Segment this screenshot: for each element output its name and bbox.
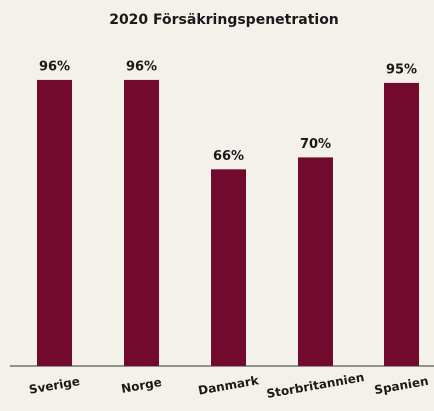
value-label: 95% <box>386 62 417 77</box>
value-label: 96% <box>39 59 70 74</box>
value-label: 66% <box>213 149 244 164</box>
bar <box>124 79 159 367</box>
bar <box>298 157 333 366</box>
value-label: 96% <box>126 59 157 74</box>
bar <box>384 82 419 367</box>
x-tick-label: Sverige <box>28 374 81 397</box>
value-label: 70% <box>300 137 331 152</box>
bar <box>211 169 246 366</box>
bar <box>37 79 72 367</box>
x-tick-label: Spanien <box>373 374 429 397</box>
x-tick-label: Storbritannien <box>266 370 366 401</box>
chart-title: 2020 Försäkringspenetration <box>109 12 339 28</box>
x-tick-label: Danmark <box>197 373 261 398</box>
x-tick-label: Norge <box>120 375 163 396</box>
